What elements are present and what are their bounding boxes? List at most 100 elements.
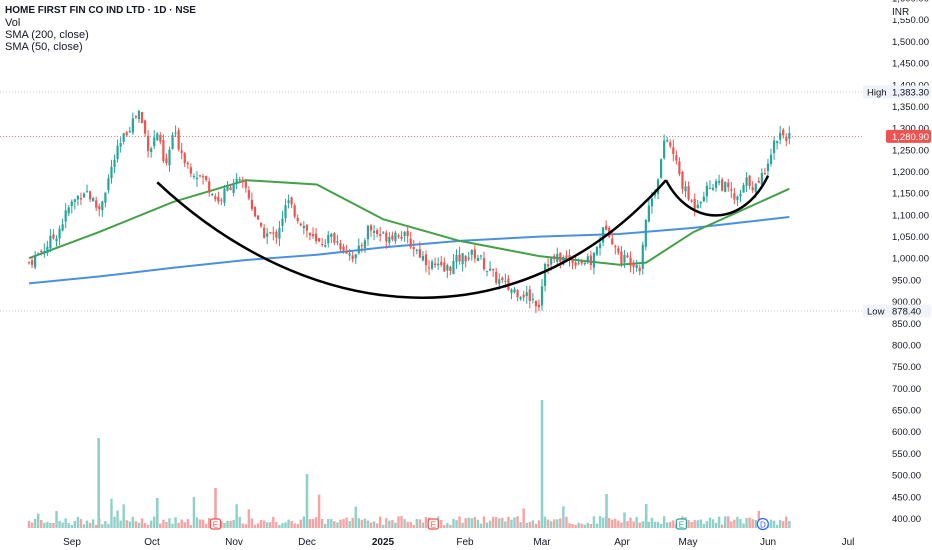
candle-body [571,261,574,263]
candle-body [195,177,199,180]
volume-bar [778,519,782,528]
svg-text:D: D [760,521,766,530]
volume-bar [128,521,131,528]
volume-bar [455,520,458,528]
volume-bar [531,520,535,528]
volume-bar [632,521,635,528]
candle-body [354,254,357,259]
candle-body [669,142,672,147]
volume-bar [754,519,757,528]
candle-body [107,178,110,191]
candle-body [296,218,299,222]
volume-bar [501,517,504,528]
candle-body [479,255,483,257]
volume-bar [403,518,406,528]
volume-bar [232,520,235,528]
volume-bar [388,520,391,528]
indicator-volume[interactable]: Vol [5,17,21,29]
volume-bar [162,519,165,528]
event-marker-e[interactable]: E [675,518,688,530]
candle-body [553,255,556,260]
price-tick-label: 1,000.00 [892,254,929,265]
time-tick-label: Sep [63,537,81,548]
price-tick-label: 1,150.00 [892,189,929,200]
indicator-sma50[interactable]: SMA (50, close) [5,41,83,53]
candle-body [174,132,177,134]
volume-bar [107,523,110,528]
indicator-sma200[interactable]: SMA (200, close) [5,29,89,41]
volume-bar [324,523,327,528]
candle-body [708,188,712,190]
candle-body [128,131,131,133]
volume-bar [49,522,52,528]
candle-body [266,233,269,237]
price-tick-label: 800.00 [892,340,921,351]
candle-body [382,232,385,234]
event-marker-e[interactable]: E [209,518,222,530]
volume-bar [620,522,623,528]
price-tick-label: 700.00 [892,384,921,395]
volume-bar [733,519,736,528]
volume-bar [101,524,104,528]
volume-bar [269,522,272,528]
volume-bar [284,522,287,528]
event-marker-e[interactable]: E [427,518,439,530]
volume-bar [397,516,400,528]
candle-body [690,200,693,202]
currency-label[interactable]: INR [890,7,912,18]
candle-body [37,253,40,256]
candle-body [406,230,409,237]
volume-bar [522,508,525,528]
event-marker-d[interactable]: D [756,517,769,531]
volume-bar [730,521,733,528]
svg-text:E: E [679,521,684,530]
candle-body [137,111,141,120]
volume-bar [287,519,290,528]
volume-bar [565,516,568,528]
candle-body [333,233,336,243]
volume-bar [589,523,593,528]
candle-body [76,196,79,200]
candle-body [592,252,596,268]
volume-bar [201,519,205,528]
volume-bar [586,522,590,528]
candle-body [601,227,605,243]
candle-body [424,254,428,266]
volume-bar [363,518,367,528]
candle-body [305,225,308,231]
candle-body [153,137,156,147]
volume-bar [40,520,43,528]
time-axis[interactable]: Sep Oct Nov Dec 2025 Feb Mar Apr May Jun Jul [63,537,854,548]
candle-body [183,153,186,164]
volume-bar [366,520,370,528]
candle-body [366,225,370,240]
price-axis[interactable]: 1,600.001,550.001,500.001,450.001,400.00… [892,0,929,525]
candle-body [763,173,767,175]
volume-bar [36,513,40,528]
volume-bar [528,522,531,528]
candle-body [714,181,718,188]
candle-body [485,270,489,272]
candle-body [339,243,342,250]
candle-body [55,238,58,242]
candle-body [504,280,507,282]
volume-bar [626,521,629,528]
candle-body [562,257,565,265]
volume-bar [134,521,138,528]
candle-body [302,225,305,229]
candle-body [198,175,202,177]
candle-body [641,244,644,269]
volume-bar [751,519,754,528]
price-tick-label: 1,050.00 [892,232,929,243]
volume-bar [119,520,122,528]
volume-bar [30,522,34,528]
volume-bar [229,520,232,528]
candle-body [275,231,278,238]
volume-bar [653,521,657,528]
price-tick-label: 1,500.00 [892,37,929,48]
volume-bar [159,523,162,528]
candle-body [446,265,449,271]
volume-bar [687,520,690,528]
svg-text:E: E [431,521,436,530]
